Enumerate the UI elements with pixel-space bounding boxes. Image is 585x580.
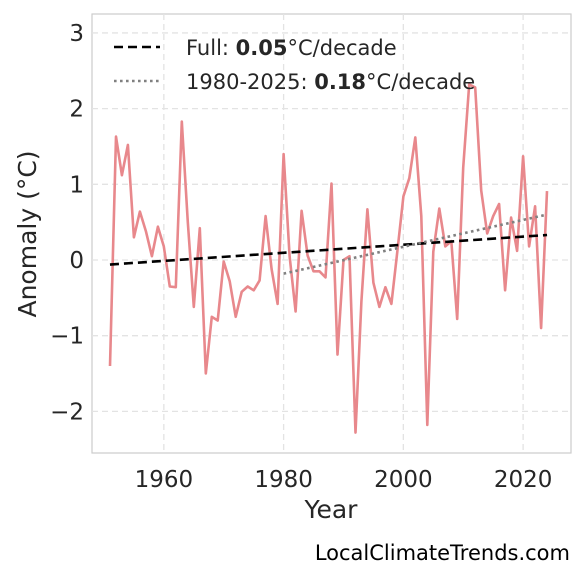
x-tick-label: 2000: [374, 467, 433, 493]
plot-background: [91, 13, 572, 454]
grid: [92, 14, 571, 453]
x-tick-labels: 1960 1980 2000 2020: [135, 467, 553, 493]
anomaly-series-line: [108, 83, 549, 434]
x-tick-label: 1960: [135, 467, 194, 493]
y-tick-label: −2: [50, 399, 84, 425]
y-tick-label: 3: [69, 21, 84, 47]
legend-full-trend-label: Full: 0.05°C/decade: [186, 36, 397, 60]
legend: Full: 0.05°C/decade 1980-2025: 0.18°C/de…: [114, 36, 475, 94]
y-tick-labels: 3 2 1 0 −1 −2: [50, 21, 84, 425]
trend-layer: [109, 213, 548, 275]
y-tick-label: −1: [50, 324, 84, 350]
credit-text: LocalClimateTrends.com: [315, 541, 570, 565]
y-axis-label: Anomaly (°C): [13, 150, 42, 317]
y-tick-label: 0: [69, 248, 84, 274]
series-layer: [108, 83, 549, 434]
full-trend-line: [109, 233, 548, 266]
x-axis-label: Year: [304, 495, 359, 524]
x-tick-label: 2020: [494, 467, 553, 493]
legend-recent-trend-label: 1980-2025: 0.18°C/decade: [186, 70, 475, 94]
y-tick-label: 1: [69, 172, 84, 198]
y-tick-label: 2: [69, 97, 84, 123]
x-tick-label: 1980: [254, 467, 313, 493]
